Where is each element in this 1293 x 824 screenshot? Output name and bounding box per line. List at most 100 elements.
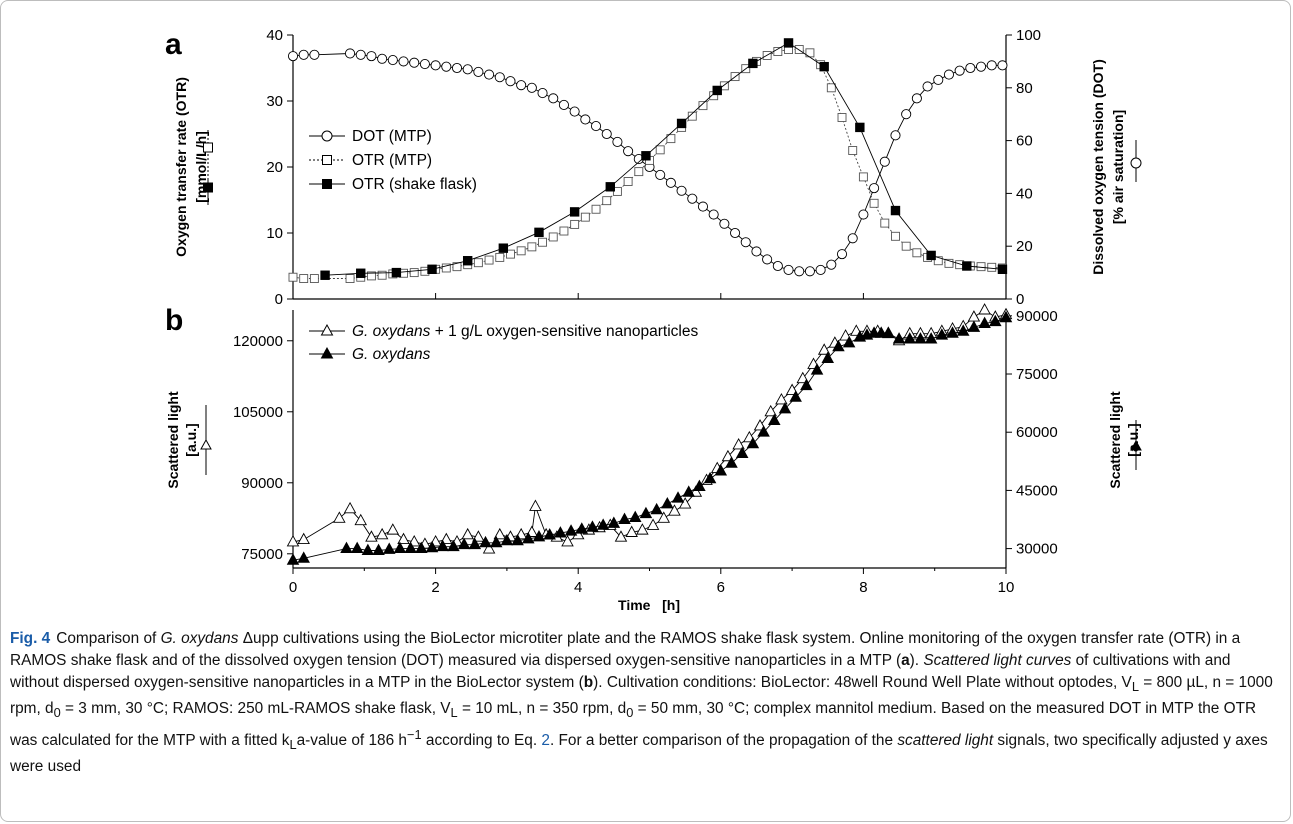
data-point-a-2 [569,207,580,217]
b-left-y-tick-label: 105000 [233,404,283,421]
legend-species-2: G. oxydans [352,346,431,363]
data-point-b-1 [757,425,770,437]
data-point-b-1 [639,506,653,519]
caption-part: ). Cultivation conditions: BioLector: 48… [593,674,1132,691]
data-point-a-1 [452,262,462,272]
data-point-b-0 [386,523,400,535]
data-point-a-2 [712,85,722,96]
legend-text-otr-mtp: OTR (MTP) [352,152,432,169]
data-point-b-1 [778,401,792,414]
data-point-a-0 [954,65,965,76]
data-point-a-0 [526,82,537,93]
data-point-a-2 [926,250,936,261]
data-point-b-1 [393,541,407,554]
data-point-b-0 [625,525,638,537]
data-point-a-0 [890,130,901,141]
data-point-b-0 [397,532,410,545]
data-point-b-1 [842,336,856,348]
data-point-b-1 [618,512,631,524]
caption-italic: scattered light [897,732,994,750]
caption-sub: 0 [626,705,634,721]
caption-sub: L [1131,679,1139,695]
data-point-a-1 [570,219,580,229]
data-point-a-0 [783,264,794,276]
data-point-a-0 [494,72,505,83]
legend-text-with-nanoparticles: G. oxydans + 1 g/L oxygen-sensitive nano… [352,323,698,340]
data-point-b-1 [832,339,845,352]
data-point-a-0 [975,61,987,72]
data-point-a-0 [901,109,912,120]
b-right-y-tick-label: 90000 [1016,308,1058,325]
data-point-b-1 [511,533,524,546]
data-point-b-0 [375,527,389,540]
data-point-a-0 [505,76,516,87]
data-point-a-1 [538,237,547,247]
data-point-a-1 [527,242,537,252]
data-point-b-1 [564,524,578,536]
data-point-b-1 [554,526,567,538]
data-point-a-1 [548,232,558,242]
axis-key-scatter-filled [1130,420,1142,470]
legend-item-otr-mtp: OTR (MTP) [309,152,432,169]
data-point-a-2 [997,264,1008,275]
data-point-a-2 [356,268,366,278]
data-point-a-0 [708,209,719,220]
series-line-a-2 [325,42,1003,276]
data-point-a-0 [869,183,880,194]
data-point-a-0 [665,177,676,188]
b-right-y-tick-label: 60000 [1016,424,1058,441]
a-left-y-tick-label: 30 [266,93,283,110]
data-point-b-1 [671,491,685,503]
data-point-b-1 [989,314,1002,327]
data-point-b-1 [967,320,981,332]
caption-part: a-value of 186 h [296,732,407,750]
caption-part: = 3 mm, 30 °C; RAMOS: 250 mL-RAMOS shake… [60,700,451,718]
ticks-layer: 0 2 4 6 8 10010203040020406080100750009000010… [233,27,1058,596]
data-point-a-0 [655,169,666,180]
caption-part: ). [909,652,924,669]
data-point-b-0 [482,542,496,554]
caption-part: = 10 mL, n = 350 rpm, d [457,700,627,718]
data-point-a-1 [880,218,890,228]
data-point-a-0 [419,58,430,70]
data-point-b-1 [882,326,895,338]
caption-part: signals, two specifically adjusted y axe… [10,732,1268,776]
data-point-a-0 [377,53,388,64]
data-point-b-1 [628,510,642,523]
data-point-a-1 [837,113,847,122]
data-point-b-0 [732,437,745,450]
data-point-a-0 [451,62,463,74]
data-point-b-0 [978,303,991,315]
legend-panel-b: G. oxydans + 1 g/L oxygen-sensitive nano… [309,323,698,363]
data-point-a-1 [559,226,569,236]
caption-eq-link[interactable]: 2 [541,732,550,750]
data-point-a-1 [580,212,590,222]
caption-italic: Scattered light curves [923,652,1072,669]
data-point-a-0 [847,233,858,244]
data-point-b-1 [978,316,991,329]
panel-b-left-ylabel-line1: Scattered light [165,391,181,489]
data-point-b-0 [561,535,574,547]
data-point-b-1 [372,543,385,555]
data-point-a-1 [687,111,697,121]
x-tick-label: 2 [431,579,439,596]
legend-text-dot-mtp: DOT (MTP) [352,128,432,145]
x-tick-label: 4 [574,579,582,596]
caption-panel-b-ref: b [583,674,594,691]
data-point-a-0 [623,146,634,157]
legend-item-with-nanoparticles: G. oxydans + 1 g/L oxygen-sensitive nano… [309,323,698,340]
data-point-a-1 [299,274,309,283]
x-tick-label: 8 [859,579,867,596]
data-point-a-1 [698,101,708,111]
caption-panel-a-ref: a [901,652,910,669]
figure-label: Fig. 4 [10,630,51,647]
data-point-b-1 [746,436,760,449]
data-point-b-1 [892,332,906,344]
data-point-a-0 [537,88,548,99]
data-point-a-0 [309,49,320,60]
data-point-a-0 [287,51,299,62]
data-point-a-2 [748,58,758,69]
data-point-a-0 [298,49,309,60]
data-point-b-1 [789,390,802,402]
legend-item-dot-mtp: DOT (MTP) [309,128,432,145]
